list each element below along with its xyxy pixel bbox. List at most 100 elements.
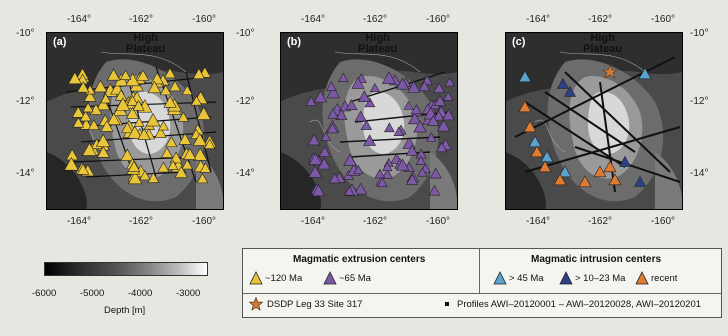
intrusion-recent-marker: [603, 160, 617, 173]
x-tick-top: -164°: [526, 14, 551, 25]
y-tick-middle: -10°: [236, 28, 255, 39]
legend-label: ~65 Ma: [339, 273, 371, 284]
intrusion-recent-marker: [608, 173, 622, 186]
x-tick-bottom: -160°: [192, 216, 217, 227]
extrusion-65ma-marker: [395, 158, 410, 171]
extrusion-65ma-marker: [417, 167, 428, 177]
extrusion-120ma-marker: [127, 160, 141, 173]
extrusion-65ma-marker: [305, 96, 317, 106]
x-tick-top: -162°: [129, 14, 154, 25]
extrusion-120ma-marker: [96, 145, 110, 158]
intrusion-recent-marker: [593, 165, 607, 178]
intrusion-recent-marker: [578, 175, 592, 188]
extrusion-120ma-marker: [154, 126, 167, 138]
intrusion-10-23ma-marker: [633, 175, 647, 187]
intrusion-45ma-marker: [638, 67, 652, 80]
extrusion-120ma-marker: [174, 165, 188, 178]
plateau-line1: High: [133, 32, 158, 44]
extrusion-65ma-marker: [308, 165, 323, 178]
legend-label: > 10–23 Ma: [575, 273, 626, 284]
y-tick-right: -14°: [690, 168, 709, 179]
extrusion-120ma-marker: [82, 142, 97, 156]
extrusion-120ma-marker: [126, 94, 139, 106]
extrusion-120ma-marker: [137, 127, 151, 140]
panel-label-a: (a): [53, 36, 67, 48]
extrusion-120ma-marker: [96, 97, 111, 111]
x-tick-bottom: -162°: [363, 216, 388, 227]
legend-divider: [479, 249, 480, 293]
extrusion-120ma-marker: [178, 132, 192, 145]
triangle-icon-65ma: [323, 271, 337, 285]
extrusion-120ma-marker: [163, 95, 177, 108]
x-tick-top: -164°: [67, 14, 92, 25]
bathymetry-c: [505, 32, 683, 210]
legend: Magmatic extrusion centers Magmatic intr…: [242, 248, 722, 318]
extrusion-120ma-marker: [87, 119, 100, 131]
extrusion-120ma-marker: [133, 116, 145, 127]
x-tick-bottom: -162°: [129, 216, 154, 227]
x-tick-top: -162°: [588, 14, 613, 25]
extrusion-120ma-marker: [164, 67, 177, 79]
extrusion-120ma-marker: [165, 136, 178, 148]
bathymetry-b: [280, 32, 458, 210]
extrusion-65ma-marker: [442, 108, 455, 121]
dsdp-site-317-star: [602, 64, 618, 79]
extrusion-120ma-marker: [168, 80, 182, 92]
extrusion-120ma-marker: [192, 132, 207, 146]
extrusion-65ma-marker: [432, 110, 445, 121]
x-tick-bottom: -162°: [588, 216, 613, 227]
extrusion-65ma-marker: [428, 184, 441, 196]
extrusion-65ma-marker: [345, 99, 358, 110]
extrusion-65ma-marker: [318, 145, 331, 157]
x-tick-top: -160°: [426, 14, 451, 25]
extrusion-65ma-marker: [393, 126, 405, 136]
intrusion-45ma-marker: [518, 70, 532, 83]
star-icon: [249, 297, 263, 311]
extrusion-120ma-marker: [136, 69, 150, 81]
extrusion-65ma-marker: [381, 168, 393, 179]
extrusion-65ma-marker: [405, 144, 419, 156]
extrusion-65ma-marker: [326, 122, 339, 134]
y-tick-left: -12°: [16, 96, 35, 107]
extrusion-65ma-marker: [436, 142, 448, 153]
extrusion-120ma-marker: [95, 133, 111, 147]
extrusion-65ma-marker: [327, 108, 339, 119]
intrusion-recent-marker: [530, 145, 544, 158]
extrusion-120ma-marker: [115, 97, 131, 111]
intrusion-recent-marker: [538, 160, 552, 173]
extrusion-65ma-marker: [351, 76, 365, 89]
bathymetry-a: [46, 32, 224, 210]
extrusion-120ma-marker: [83, 90, 97, 102]
extrusion-120ma-marker: [63, 156, 79, 171]
x-tick-bottom: -164°: [526, 216, 551, 227]
extrusion-65ma-marker: [444, 77, 455, 87]
panel-label-c: (c): [512, 36, 526, 48]
colorbar-tick: -5000: [80, 288, 105, 299]
extrusion-120ma-marker: [100, 119, 114, 132]
extrusion-120ma-marker: [147, 80, 162, 94]
extrusion-65ma-marker: [396, 77, 410, 90]
plateau-line2: Plateau: [126, 43, 166, 55]
extrusion-65ma-marker: [442, 91, 454, 101]
extrusion-65ma-marker: [429, 167, 442, 179]
intrusion-45ma-marker: [528, 135, 542, 148]
extrusion-120ma-marker: [106, 112, 121, 125]
triangle-icon-recent: [635, 271, 649, 285]
x-tick-top: -160°: [651, 14, 676, 25]
extrusion-65ma-marker: [426, 132, 437, 142]
extrusion-120ma-marker: [100, 93, 112, 104]
extrusion-120ma-marker: [76, 163, 90, 175]
extrusion-120ma-marker: [190, 95, 203, 106]
x-tick-bottom: -164°: [67, 216, 92, 227]
intrusion-title: Magmatic intrusion centers: [531, 254, 662, 265]
extrusion-120ma-marker: [192, 67, 206, 79]
x-tick-top: -160°: [192, 14, 217, 25]
plateau-line2: Plateau: [583, 43, 623, 55]
x-tick-top: -162°: [363, 14, 388, 25]
extrusion-65ma-marker: [353, 164, 364, 175]
y-tick-left: -10°: [16, 28, 35, 39]
triangle-icon-10-23ma: [559, 271, 573, 285]
intrusion-recent-marker: [523, 120, 537, 133]
x-tick-top: -164°: [301, 14, 326, 25]
extrusion-65ma-marker: [382, 71, 396, 84]
